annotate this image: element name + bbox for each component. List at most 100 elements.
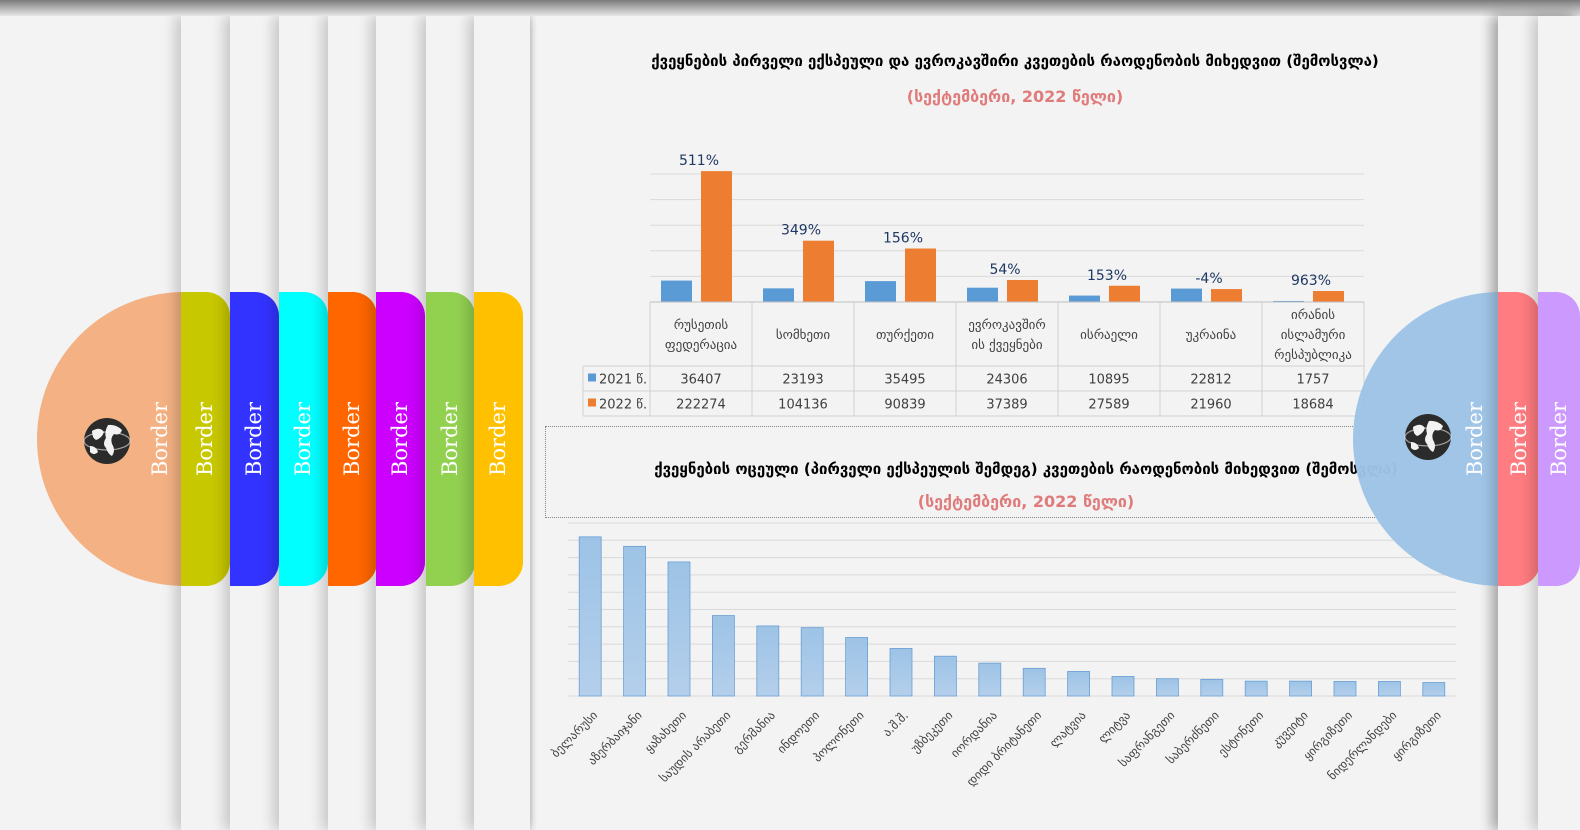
chart2-bar [1333,681,1357,697]
chart1-category-label: სომხეთი [776,328,831,343]
chart1-table-value: 36407 [680,373,721,388]
chart2-title: ქვეყნების ოცეული (პირველი ექსპეულის შემდ… [654,460,1398,478]
border-tab-text: Border [291,401,316,477]
top-bar [0,0,1580,16]
border-tab-text: Border [193,401,218,477]
chart1-category-label: ევროკავშირ [968,318,1046,333]
chart1-table-value: 37389 [986,398,1027,413]
chart1-bar-2022 [1313,290,1344,302]
chart1-bar-2021 [661,280,692,302]
border-tab-text: Border [148,401,172,477]
chart1-bar-2021 [1069,295,1100,302]
chart2-bar [978,662,1002,697]
chart2-category-label: უზბეკეთი [908,708,955,755]
border-tab-right-0: Border [1455,292,1495,586]
border-tab-text: Border [486,401,511,477]
chart2-bar [1022,667,1046,697]
chart1-series-name: 2021 წ. [599,373,647,388]
border-tab-6: Border [426,292,475,586]
chart1-category-label: რესპუბლიკა [1274,348,1352,363]
chart1-legend-key [588,373,596,382]
chart1-bar-2022 [701,171,732,302]
border-tab-text: Border [242,401,267,477]
chart2-category-label: ა.შ.შ. [880,708,911,739]
chart1-legend-key [588,398,596,407]
border-tab-text: Border [1463,401,1487,477]
chart1-data-label: 54% [989,262,1020,278]
chart2-bar [1244,680,1268,697]
chart2-category-label: გერმანია [730,708,778,756]
border-tab-text: Border [438,401,463,477]
chart1-data-label: 349% [781,223,821,239]
chart1-data-label: 511% [679,153,719,169]
chart1-bar-2022 [1211,289,1242,302]
chart1-table-value: 222274 [676,398,726,413]
border-tab-text: Border [340,401,365,477]
chart-card: ქვეყნების პირველი ექსპეული და ევროკავშირ… [526,16,1504,830]
border-tab-right-1: Border [1498,292,1540,586]
chart1-table-value: 23193 [782,373,823,388]
chart1-table-value: 27589 [1088,398,1129,413]
border-tab-right-2: Border [1538,292,1580,586]
chart1-bar-2021 [865,281,896,302]
chart2-category-label: დიდი ბრიტანეთი [964,708,1045,789]
chart1-category-label: ისლამური [1281,328,1346,343]
chart2-bar [1378,681,1401,697]
chart2-bar [845,637,869,697]
chart1-data-label: 963% [1291,273,1331,289]
border-tab-3: Border [279,292,328,586]
chart2-category-label: ესტონეთი [1216,708,1267,759]
chart1-series-name: 2022 წ. [599,398,647,413]
chart2-bar [578,536,602,697]
chart1-title: ქვეყნების პირველი ექსპეული და ევროკავშირ… [651,52,1379,70]
border-tab-text: Border [1547,401,1571,477]
chart2-bar [1422,682,1446,697]
chart2-bar [800,627,824,697]
chart1-table-value: 35495 [884,373,925,388]
chart1-bar-2021 [763,288,794,302]
chart1-table-value: 24306 [986,373,1027,388]
chart1-data-label: 153% [1087,268,1127,284]
chart1-category-label: უკრაინა [1186,328,1237,343]
chart2-bar [756,625,780,697]
chart1-bar-2022 [803,240,834,302]
chart1-svg: 511% 349% 156% 54% 153% -4% 963% რუსეთის ფედერაც… [582,153,1365,417]
chart1-table-value: 22812 [1190,373,1231,388]
chart2-category-label: ლატვია [1047,708,1089,750]
chart2-bar [667,561,691,697]
chart1-bar-2021 [1171,288,1202,302]
chart1-table-value: 21960 [1190,398,1231,413]
globe-icon [82,416,132,466]
chart2-bar [1067,671,1090,697]
chart1-data-label: 156% [883,231,923,247]
chart2-bar [1156,678,1179,697]
chart1-table-value: 104136 [778,398,828,413]
chart2-bar [933,655,957,697]
chart2-category-label: ლიტვა [1096,708,1134,746]
chart2-bar [889,648,913,697]
chart1-category-label: ისრაელი [1080,328,1138,343]
chart1-bar-2021 [1273,300,1304,302]
border-tab-2: Border [230,292,279,586]
chart1-subtitle: (სექტემბერი, 2022 წელი) [906,87,1124,106]
globe-icon-right [1403,412,1453,462]
chart1-table-value: 90839 [884,398,925,413]
chart2-bar [711,615,735,697]
border-tab-5: Border [376,292,425,586]
chart2-bar [1200,678,1224,697]
border-tab-1: Border [181,292,230,586]
chart2-bar [1289,680,1312,697]
chart1-data-label: -4% [1195,271,1222,287]
border-tab-text: Border [388,401,413,477]
chart2-bar [623,545,646,697]
border-tab-label: Border [140,292,180,586]
chart1-category-label: თურქეთი [876,328,934,343]
chart2-category-label: კუვეიტი [1269,708,1311,750]
border-tab-7: Border [474,292,523,586]
chart1-table-value: 1757 [1296,373,1329,388]
chart2-subtitle: (სექტემბერი, 2022 წელი) [917,492,1135,511]
chart1-category-label: ფედერაცია [665,338,737,353]
chart1-bar-2022 [1007,279,1038,302]
chart2-category-label: ყაზახეთი [642,708,689,755]
